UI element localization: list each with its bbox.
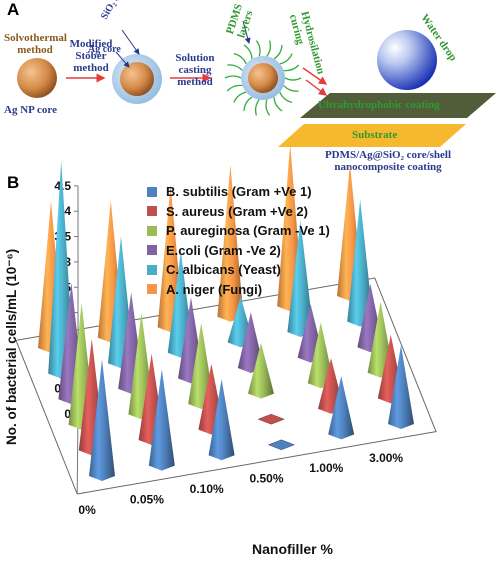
pdms-chain xyxy=(224,75,242,79)
cone-mark xyxy=(248,342,274,399)
y-tick-label: 0 xyxy=(64,407,71,421)
x-axis-title: Nanofiller % xyxy=(252,541,333,557)
pdms-chain xyxy=(283,85,299,92)
pdms-chain xyxy=(279,53,293,65)
x-tick-label: 0.05% xyxy=(130,492,164,506)
panel-a-label: A xyxy=(7,0,20,19)
pdms-chain xyxy=(243,96,253,111)
legend-label: B. subtilis (Gram +Ve 1) xyxy=(166,184,312,200)
legend-item: B. subtilis (Gram +Ve 1) xyxy=(147,182,330,202)
ag-core-label: Ag core xyxy=(88,44,121,55)
x-tick-label: 0.10% xyxy=(190,482,224,496)
coating-label: Ultrahydrophobic coating xyxy=(318,99,440,111)
x-tick-label: 0.50% xyxy=(249,472,283,486)
pdms-chain xyxy=(243,44,253,60)
solvothermal-label: Solvothermal method xyxy=(4,32,67,57)
pdms-chain xyxy=(255,40,261,57)
legend-swatch xyxy=(147,284,157,295)
y-tick-label: 3 xyxy=(64,255,71,269)
legend-label: P. aureginosa (Gram -Ve 1) xyxy=(166,223,330,239)
modified-stober-label: Modified Stöber method xyxy=(69,38,113,75)
pdms-chain xyxy=(273,96,283,112)
nanocomposite-caption: PDMS/Ag@SiO₂ core/shell nanocomposite co… xyxy=(324,149,452,174)
cone-mark xyxy=(257,413,285,425)
pdms-chain xyxy=(226,84,243,92)
pdms-chain xyxy=(254,99,260,116)
pdms-chain xyxy=(233,52,247,65)
cone-mark xyxy=(287,220,314,337)
water-drop xyxy=(377,30,437,90)
legend-swatch xyxy=(147,245,157,256)
substrate-layer xyxy=(278,124,466,147)
cone-mark xyxy=(217,164,244,322)
y-tick-label: 4.5 xyxy=(54,179,71,193)
pdms-chain xyxy=(279,91,293,104)
pdms-chain xyxy=(265,99,271,116)
pdms-chain xyxy=(227,64,243,71)
ag-np-core-label: Ag NP core xyxy=(4,104,57,116)
legend-label: A. niger (Fungi) xyxy=(166,281,263,297)
arrow-3 xyxy=(302,67,328,85)
x-tick-label: 0% xyxy=(78,503,96,517)
legend-item: P. aureginosa (Gram -Ve 1) xyxy=(147,221,330,241)
legend-item: S. aureus (Gram +Ve 2) xyxy=(147,202,330,222)
cone-mark xyxy=(388,345,414,429)
pdms-chain xyxy=(233,91,247,103)
cone-mark xyxy=(347,199,374,327)
pdms-particle xyxy=(224,40,302,116)
legend-label: E.coli (Gram -Ve 2) xyxy=(166,242,281,258)
panel-a-schematic xyxy=(17,20,496,147)
x-tick-label: 1.00% xyxy=(309,461,343,475)
cone-mark xyxy=(267,439,296,451)
cone-mark xyxy=(328,376,355,440)
pdms-chain xyxy=(283,64,300,72)
cone-mark xyxy=(307,322,334,389)
legend-item: A. niger (Fungi) xyxy=(147,280,330,300)
legend-swatch xyxy=(147,186,157,197)
substrate-label: Substrate xyxy=(352,129,398,141)
ag-np-core-sphere xyxy=(17,58,57,98)
panel-b-label: B xyxy=(7,173,20,192)
legend-item: C. albicans (Yeast) xyxy=(147,260,330,280)
pdms-chain xyxy=(284,77,302,81)
cone-mark xyxy=(208,379,235,461)
solution-casting-label: Solution casting method xyxy=(175,52,215,89)
legend-swatch xyxy=(147,264,157,275)
cone-mark xyxy=(89,359,115,481)
y-tick-label: 4 xyxy=(64,204,71,218)
legend-label: C. albicans (Yeast) xyxy=(166,262,281,278)
legend-swatch xyxy=(147,206,157,217)
y-axis-title: No. of bacterial cells/mL (10⁻⁶) xyxy=(4,248,19,445)
pdms-chain xyxy=(266,40,272,57)
legend-swatch xyxy=(147,225,157,236)
legend: B. subtilis (Gram +Ve 1) S. aureus (Gram … xyxy=(147,182,330,299)
ultrahydrophobic-coating xyxy=(300,93,496,118)
cone-mark xyxy=(148,369,175,471)
pdms-chain xyxy=(273,45,283,60)
x-tick-label: 3.00% xyxy=(369,451,403,465)
legend-item: E.coli (Gram -Ve 2) xyxy=(147,241,330,261)
legend-label: S. aureus (Gram +Ve 2) xyxy=(166,203,308,219)
